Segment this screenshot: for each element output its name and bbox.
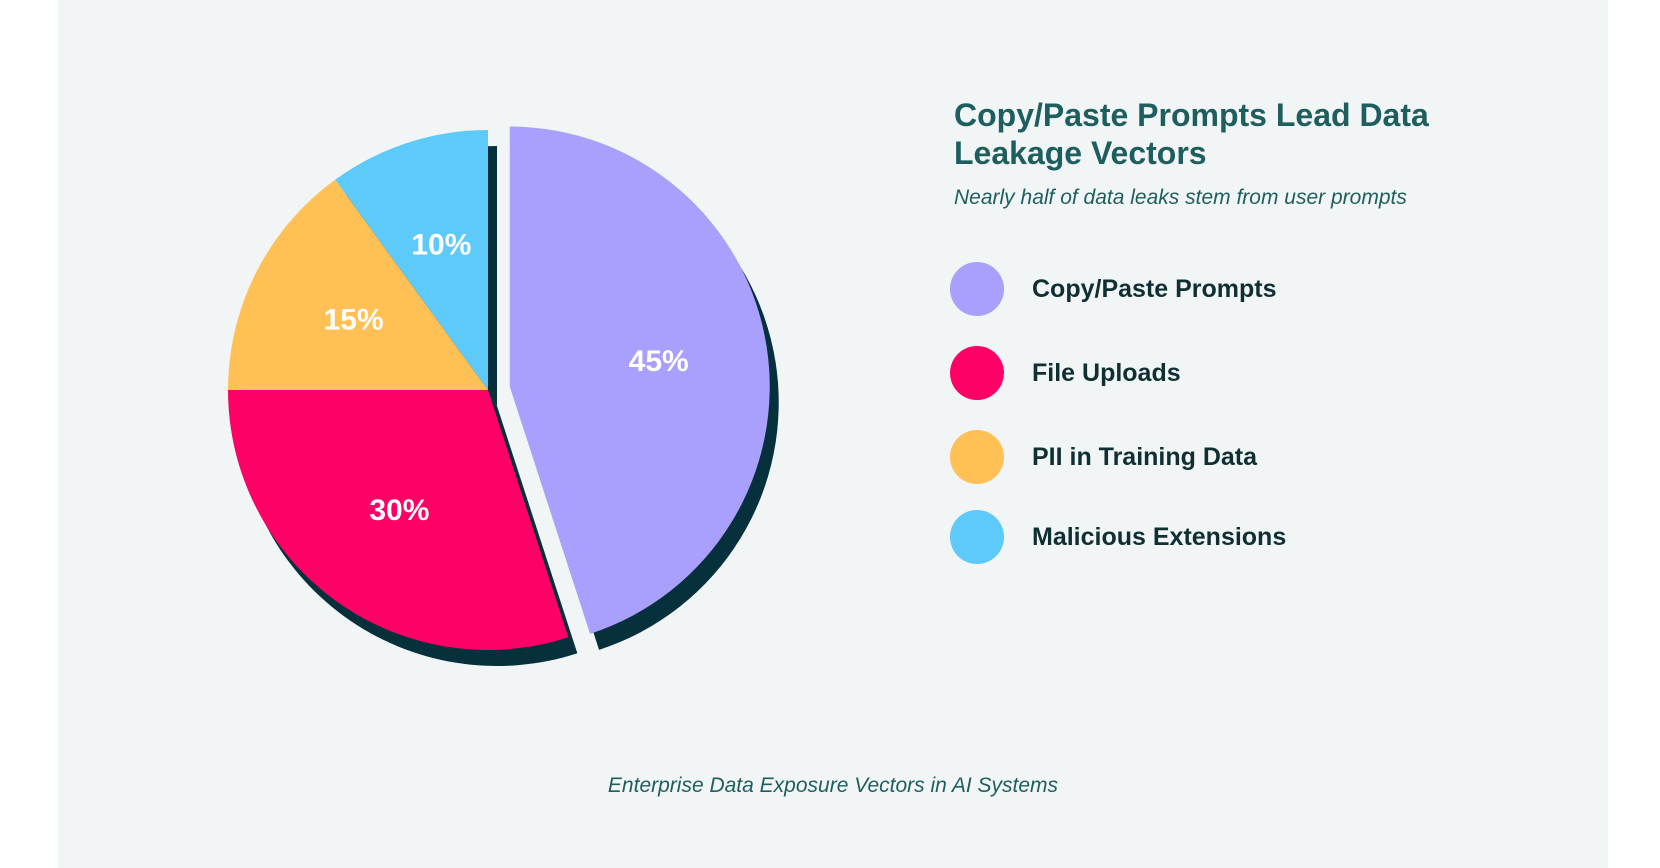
- pie-slice-pii-in-training-data: [228, 179, 488, 390]
- legend-swatch-malicious-extensions: [950, 510, 1004, 564]
- slice-label-file-uploads: 30%: [369, 494, 429, 527]
- legend-item-malicious-extensions: Malicious Extensions: [950, 510, 1286, 564]
- legend-label-malicious-extensions: Malicious Extensions: [1032, 522, 1287, 551]
- pie-chart: 45% 30% 15% 10%: [228, 126, 779, 667]
- legend-swatch-copy-paste-prompts: [950, 262, 1004, 316]
- slice-label-pii-in-training-data: 15%: [324, 303, 384, 336]
- legend-label-pii-training-data: PII in Training Data: [1032, 442, 1258, 471]
- legend-item-copy-paste-prompts: Copy/Paste Prompts: [950, 262, 1277, 316]
- chart-caption: Enterprise Data Exposure Vectors in AI S…: [607, 774, 1059, 797]
- legend-swatch-pii-training-data: [950, 430, 1004, 484]
- pie-slice-copy-paste-prompts: [509, 126, 770, 634]
- legend-label-file-uploads: File Uploads: [1032, 358, 1181, 387]
- slice-label-copy-paste-prompts: 45%: [629, 345, 689, 378]
- chart-title: Copy/Paste Prompts Lead Data Leakage Vec…: [954, 97, 1429, 171]
- chart-subtitle: Nearly half of data leaks stem from user…: [954, 186, 1407, 209]
- legend-item-file-uploads: File Uploads: [950, 346, 1181, 400]
- legend-label-copy-paste-prompts: Copy/Paste Prompts: [1032, 274, 1277, 303]
- pie-slice-malicious-extensions: [335, 130, 488, 390]
- legend-item-pii-training-data: PII in Training Data: [950, 430, 1257, 484]
- legend-swatch-file-uploads: [950, 346, 1004, 400]
- slice-label-malicious-extensions: 10%: [411, 229, 471, 262]
- pie-slice-file-uploads: [228, 390, 569, 650]
